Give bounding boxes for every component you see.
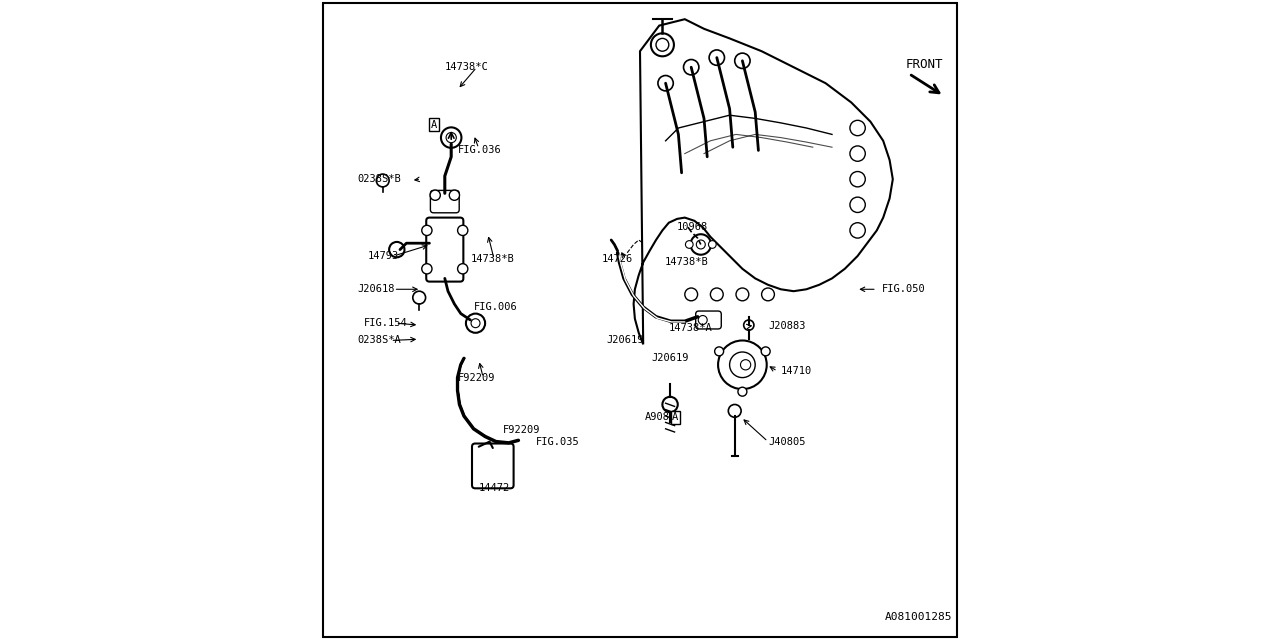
- Text: FRONT: FRONT: [906, 58, 943, 72]
- Text: FIG.006: FIG.006: [474, 302, 517, 312]
- Circle shape: [709, 241, 717, 248]
- Circle shape: [728, 404, 741, 417]
- PathPatch shape: [634, 19, 893, 344]
- Circle shape: [686, 241, 694, 248]
- FancyBboxPatch shape: [696, 311, 722, 329]
- Text: 14710: 14710: [781, 366, 812, 376]
- Circle shape: [389, 242, 404, 257]
- Text: 14738*B: 14738*B: [471, 254, 515, 264]
- Circle shape: [471, 319, 480, 328]
- Circle shape: [458, 264, 468, 274]
- Circle shape: [657, 38, 669, 51]
- Circle shape: [762, 288, 774, 301]
- Text: 14738*A: 14738*A: [668, 323, 713, 333]
- Circle shape: [685, 288, 698, 301]
- Text: J20883: J20883: [768, 321, 805, 332]
- Text: A081001285: A081001285: [884, 612, 952, 622]
- Circle shape: [709, 50, 724, 65]
- Text: J20618: J20618: [357, 284, 394, 294]
- Text: J20619: J20619: [652, 353, 689, 364]
- Text: FIG.050: FIG.050: [882, 284, 925, 294]
- Circle shape: [740, 360, 750, 370]
- Circle shape: [658, 76, 673, 91]
- Circle shape: [376, 174, 389, 187]
- Circle shape: [440, 127, 462, 148]
- Circle shape: [458, 225, 468, 236]
- Circle shape: [730, 352, 755, 378]
- Circle shape: [422, 264, 433, 274]
- Circle shape: [663, 397, 678, 412]
- Text: FIG.036: FIG.036: [458, 145, 502, 156]
- Text: 0238S*A: 0238S*A: [357, 335, 401, 346]
- Circle shape: [736, 288, 749, 301]
- Text: FIG.154: FIG.154: [364, 318, 407, 328]
- Text: F92209: F92209: [502, 425, 540, 435]
- Circle shape: [466, 314, 485, 333]
- Text: J40805: J40805: [768, 436, 805, 447]
- Circle shape: [850, 197, 865, 212]
- Text: 14793: 14793: [369, 251, 399, 261]
- Circle shape: [430, 190, 440, 200]
- FancyBboxPatch shape: [426, 218, 463, 282]
- Circle shape: [850, 172, 865, 187]
- Circle shape: [449, 190, 460, 200]
- Circle shape: [412, 291, 425, 304]
- Text: 0238S*B: 0238S*B: [357, 174, 401, 184]
- Text: F92209: F92209: [458, 372, 495, 383]
- Circle shape: [762, 347, 771, 356]
- Circle shape: [735, 53, 750, 68]
- Circle shape: [447, 132, 457, 143]
- Text: 14738*B: 14738*B: [664, 257, 708, 268]
- Circle shape: [684, 60, 699, 75]
- Circle shape: [691, 234, 712, 255]
- Circle shape: [850, 120, 865, 136]
- Text: 14738*C: 14738*C: [445, 62, 489, 72]
- Text: 10968: 10968: [677, 222, 708, 232]
- Text: A: A: [431, 120, 436, 130]
- Circle shape: [422, 225, 433, 236]
- Circle shape: [699, 316, 708, 324]
- Circle shape: [710, 288, 723, 301]
- Circle shape: [744, 320, 754, 330]
- Circle shape: [652, 33, 675, 56]
- Circle shape: [739, 387, 748, 396]
- Circle shape: [850, 146, 865, 161]
- FancyBboxPatch shape: [430, 191, 460, 212]
- Text: A90858: A90858: [645, 412, 682, 422]
- Text: FIG.035: FIG.035: [536, 436, 580, 447]
- FancyBboxPatch shape: [472, 444, 513, 488]
- Circle shape: [714, 347, 723, 356]
- Text: 14726: 14726: [602, 254, 632, 264]
- Text: 14472: 14472: [479, 483, 509, 493]
- Text: A: A: [672, 412, 678, 422]
- Circle shape: [696, 240, 705, 249]
- Text: J20619: J20619: [607, 335, 644, 346]
- Circle shape: [850, 223, 865, 238]
- Circle shape: [718, 340, 767, 389]
